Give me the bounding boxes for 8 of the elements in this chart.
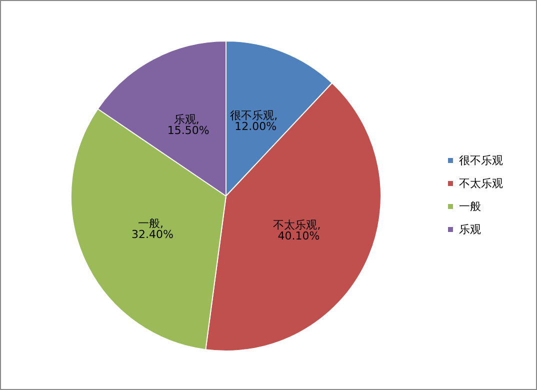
legend-label: 一般 xyxy=(459,200,481,213)
data-label: 乐观, 15.50% xyxy=(167,112,210,137)
data-label: 一般, 32.40% xyxy=(132,216,174,241)
legend-label: 不太乐观 xyxy=(459,177,503,190)
legend-label: 乐观 xyxy=(459,223,481,236)
data-label: 不太乐观, 40.10% xyxy=(273,218,324,243)
data-label: 很不乐观, 12.00% xyxy=(230,109,282,134)
legend-label: 很不乐观 xyxy=(459,154,503,167)
